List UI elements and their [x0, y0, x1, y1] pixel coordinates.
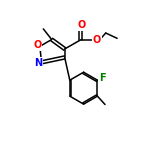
- Text: O: O: [77, 20, 86, 30]
- Text: O: O: [33, 40, 42, 50]
- Text: O: O: [93, 35, 101, 45]
- Text: N: N: [34, 58, 43, 68]
- Text: F: F: [99, 73, 106, 83]
